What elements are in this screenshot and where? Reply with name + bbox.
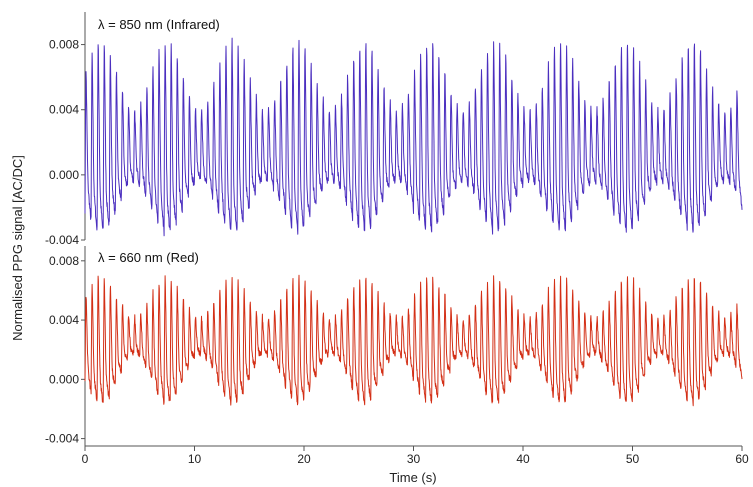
- y-axis-title: Normalised PPG signal [AC/DC]: [10, 155, 25, 341]
- red-panel-label: λ = 660 nm (Red): [98, 250, 199, 265]
- y-tick-label: 0.000: [49, 168, 79, 182]
- x-tick-label: 20: [297, 452, 311, 466]
- panel-red-y-ticks: 0.008 0.004 0.000 -0.004: [45, 254, 85, 446]
- x-axis-ticks: 0 10 20 30 40 50 60: [82, 446, 749, 466]
- x-tick-label: 50: [626, 452, 640, 466]
- y-tick-label: -0.004: [45, 432, 79, 446]
- x-axis: 0 10 20 30 40 50 60: [82, 445, 749, 466]
- y-tick-label: 0.008: [49, 38, 79, 52]
- x-tick-label: 10: [188, 452, 202, 466]
- panel-infrared-y-ticks: 0.008 0.004 0.000 -0.004: [45, 38, 85, 247]
- y-tick-label: 0.000: [49, 372, 79, 386]
- y-tick-label: 0.004: [49, 313, 79, 327]
- panel-red: 0.008 0.004 0.000 -0.004 λ = 660 nm (Red): [45, 246, 743, 446]
- y-tick-label: 0.004: [49, 103, 79, 117]
- x-tick-label: 30: [407, 452, 421, 466]
- x-tick-label: 60: [735, 452, 749, 466]
- panel-infrared: 0.008 0.004 0.000 -0.004 λ = 850 nm (Infrar…: [45, 12, 743, 247]
- red-ppg-series: [84, 274, 743, 407]
- infrared-ppg-series: [84, 37, 743, 237]
- y-tick-label: -0.004: [45, 233, 79, 247]
- infrared-panel-label: λ = 850 nm (Infrared): [98, 17, 220, 32]
- x-tick-label: 40: [516, 452, 530, 466]
- y-tick-label: 0.008: [49, 254, 79, 268]
- x-axis-title: Time (s): [389, 470, 436, 485]
- x-tick-label: 0: [82, 452, 89, 466]
